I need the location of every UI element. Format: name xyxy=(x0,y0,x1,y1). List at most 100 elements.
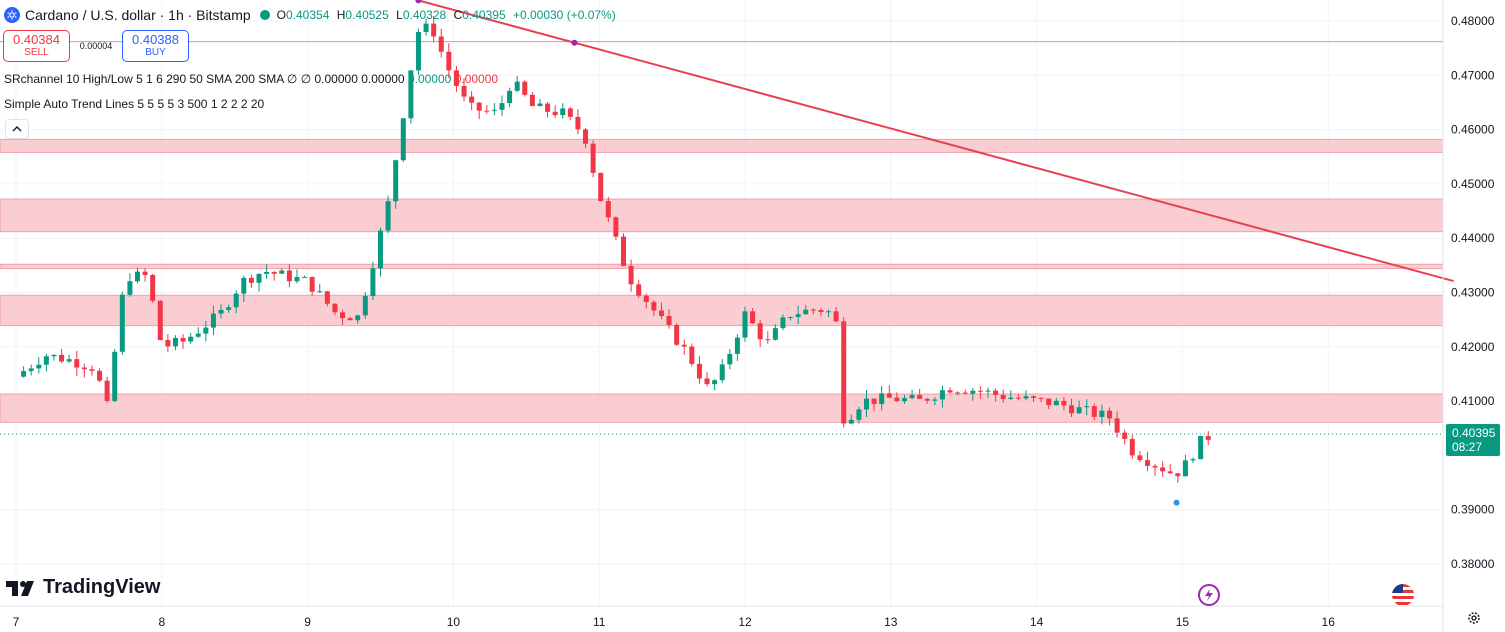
candle-body xyxy=(795,314,801,317)
candles xyxy=(21,15,1211,483)
candle-body xyxy=(772,328,778,340)
candle-body xyxy=(567,108,573,117)
indicator-params: 5 5 5 5 3 500 1 2 2 2 20 xyxy=(137,97,265,111)
candle-body xyxy=(651,302,657,311)
candle-body xyxy=(1107,410,1112,419)
symbol-title[interactable]: Cardano / U.S. dollar · 1h · Bitstamp xyxy=(25,7,251,23)
sr-zone xyxy=(0,138,1444,153)
high-value: 0.40525 xyxy=(345,8,389,22)
price-tick-label: 0.47000 xyxy=(1451,68,1495,82)
candle-body xyxy=(59,354,65,362)
candle-body xyxy=(279,270,285,274)
candle-body xyxy=(636,284,642,296)
candle-body xyxy=(89,369,95,371)
indicator-trendlines[interactable]: Simple Auto Trend Lines 5 5 5 5 3 500 1 … xyxy=(4,97,264,111)
candle-body xyxy=(621,236,626,266)
candle-body xyxy=(393,160,399,202)
candle-body xyxy=(924,398,930,401)
time-tick-label: 8 xyxy=(158,615,165,629)
pivot-point xyxy=(571,39,578,46)
candle-body xyxy=(1152,465,1158,468)
candle-body xyxy=(1076,407,1082,414)
candle-body xyxy=(21,371,27,377)
sr-zones xyxy=(0,138,1444,423)
candle-body xyxy=(324,291,330,304)
candle-body xyxy=(970,390,976,394)
price-tick-label: 0.46000 xyxy=(1451,123,1495,137)
buy-button[interactable]: 0.40388 BUY xyxy=(122,30,189,62)
collapse-indicators-button[interactable] xyxy=(5,119,29,139)
candle-body xyxy=(1015,397,1021,399)
candle-body xyxy=(810,309,816,311)
candle-body xyxy=(1144,460,1150,466)
gear-icon[interactable] xyxy=(1466,610,1482,626)
candle-body xyxy=(901,398,907,402)
candle-body xyxy=(560,108,566,116)
candle-body xyxy=(628,265,634,285)
candle-body xyxy=(271,271,277,274)
candle-body xyxy=(165,340,171,347)
pivot-points xyxy=(415,0,1180,506)
candle-body xyxy=(590,143,596,173)
price-tick-label: 0.42000 xyxy=(1451,340,1495,354)
candle-body xyxy=(400,118,406,161)
candle-body xyxy=(598,172,604,202)
candle-body xyxy=(1084,406,1090,408)
sr-zone xyxy=(0,263,1444,270)
candle-body xyxy=(696,363,702,379)
last-price: 0.40395 xyxy=(1452,426,1496,440)
candle-body xyxy=(833,311,839,322)
price-tick-label: 0.39000 xyxy=(1451,503,1495,517)
candle-body xyxy=(734,337,740,354)
candle-body xyxy=(674,325,680,345)
candle-body xyxy=(818,310,824,313)
candle-body xyxy=(491,109,497,111)
candle-body xyxy=(947,390,953,393)
candle-body xyxy=(757,323,763,340)
time-tick-label: 7 xyxy=(13,615,20,629)
candle-body xyxy=(340,312,346,319)
candle-body xyxy=(712,380,718,385)
candle-body xyxy=(241,277,247,294)
candle-body xyxy=(453,70,459,86)
price-tick-label: 0.48000 xyxy=(1451,14,1495,28)
candle-body xyxy=(658,310,664,316)
indicator-name: Simple Auto Trend Lines xyxy=(4,97,135,111)
candle-body xyxy=(545,103,551,112)
candle-body xyxy=(681,344,687,347)
candle-body xyxy=(43,356,49,365)
candle-body xyxy=(583,129,589,144)
price-tick-label: 0.38000 xyxy=(1451,557,1495,571)
cardano-icon xyxy=(4,7,20,23)
candle-body xyxy=(803,309,809,315)
candle-body xyxy=(355,315,361,321)
us-flag-icon[interactable] xyxy=(1392,584,1414,606)
indicator-name: SRchannel xyxy=(4,72,63,86)
candle-body xyxy=(917,395,923,399)
candle-body xyxy=(522,81,528,95)
sell-button[interactable]: 0.40384 SELL xyxy=(3,30,70,62)
candle-body xyxy=(362,296,368,316)
candle-body xyxy=(605,201,611,218)
candle-body xyxy=(962,392,968,394)
candle-body xyxy=(248,277,254,283)
candle-body xyxy=(302,276,308,278)
candle-body xyxy=(157,300,163,341)
candle-body xyxy=(378,230,383,269)
indicator-srchannel[interactable]: SRchannel 10 High/Low 5 1 6 290 50 SMA 2… xyxy=(4,72,499,86)
lightning-icon[interactable] xyxy=(1198,584,1220,606)
time-tick-label: 13 xyxy=(884,615,898,629)
candle-body xyxy=(1031,396,1037,398)
price-tick-label: 0.43000 xyxy=(1451,286,1495,300)
candle-body xyxy=(750,311,756,324)
candle-body xyxy=(309,276,315,292)
candle-body xyxy=(112,351,118,401)
candle-body xyxy=(864,398,869,410)
tradingview-logo[interactable]: TradingView xyxy=(6,576,160,599)
candle-body xyxy=(955,392,961,394)
candle-body xyxy=(1160,467,1166,472)
candle-body xyxy=(529,94,535,107)
candle-body xyxy=(1099,410,1105,417)
ohlc-values: O0.40354 H0.40525 L0.40328 C0.40395 +0.0… xyxy=(276,8,616,22)
